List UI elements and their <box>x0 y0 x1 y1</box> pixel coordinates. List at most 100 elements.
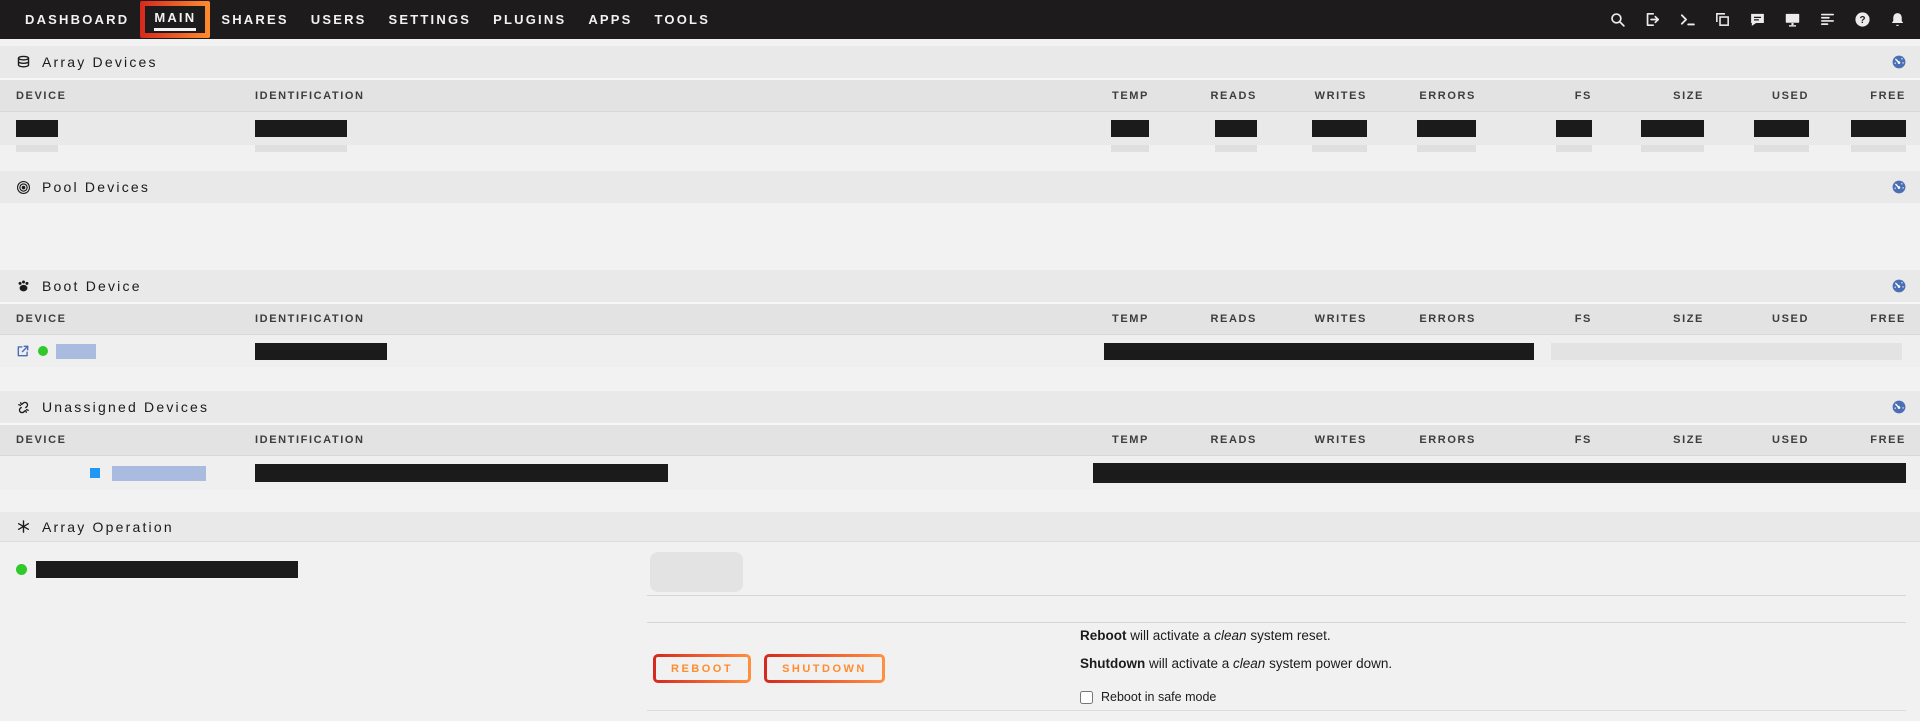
notifications-bell-icon[interactable] <box>1889 11 1906 28</box>
column-header-fs: FS <box>1574 89 1592 102</box>
boot-device-row[interactable] <box>0 335 1920 367</box>
view-toggle-gauge-icon[interactable] <box>1892 279 1906 293</box>
safe-mode-checkbox[interactable] <box>1080 690 1093 704</box>
section-header-array-devices: Array Devices <box>0 46 1920 80</box>
column-header-free: FREE <box>1870 89 1906 102</box>
column-header-writes: WRITES <box>1314 434 1367 446</box>
divider <box>647 622 1906 623</box>
device-marker-blue-square[interactable] <box>90 468 100 478</box>
shutdown-button[interactable]: SHUTDOWN <box>764 654 885 683</box>
clone-windows-icon[interactable] <box>1714 11 1731 28</box>
redacted-temp <box>1111 120 1149 137</box>
redacted-reads <box>1215 145 1257 152</box>
section-title-array-devices: Array Devices <box>16 54 158 70</box>
array-status <box>16 561 298 578</box>
section-header-array-operation: Array Operation <box>0 512 1920 542</box>
section-title-unassigned-devices: Unassigned Devices <box>16 399 209 415</box>
unassigned-device-row[interactable] <box>0 456 1920 490</box>
divider <box>647 710 1906 711</box>
column-header-size: SIZE <box>1673 434 1704 446</box>
column-header-temp: TEMP <box>1112 434 1149 446</box>
redacted-stats <box>1093 463 1906 483</box>
redacted-identification <box>255 120 347 137</box>
section-title-array-operation: Array Operation <box>16 519 174 535</box>
nav-item-shares[interactable]: SHARES <box>221 12 289 27</box>
column-header-device: DEVICE <box>16 313 67 325</box>
column-header-errors: ERRORS <box>1419 313 1476 325</box>
redacted-device-name <box>16 145 58 152</box>
column-header-device: DEVICE <box>16 89 67 102</box>
redacted-writes <box>1312 120 1367 137</box>
shutdown-help-line: Shutdown will activate a clean system po… <box>1080 656 1393 671</box>
search-icon[interactable] <box>1609 11 1626 28</box>
array-operation-content: REBOOT SHUTDOWN Reboot will activate a c… <box>0 542 1920 721</box>
redacted-used <box>1754 145 1809 152</box>
column-header-reads: READS <box>1210 89 1257 102</box>
svg-text:?: ? <box>1859 15 1865 26</box>
view-toggle-gauge-icon[interactable] <box>1892 400 1906 414</box>
array-device-row[interactable] <box>0 112 1920 145</box>
redacted-array-status-text <box>36 561 298 578</box>
section-gap <box>0 367 1920 391</box>
redacted-fs <box>1556 145 1592 152</box>
sign-out-icon[interactable] <box>1644 11 1661 28</box>
redacted-writes <box>1312 145 1367 152</box>
reboot-button[interactable]: REBOOT <box>653 654 751 683</box>
column-header-reads: READS <box>1210 434 1257 446</box>
column-header-free: FREE <box>1870 434 1906 446</box>
external-link-icon[interactable] <box>16 344 30 358</box>
power-buttons: REBOOT SHUTDOWN <box>653 654 885 683</box>
column-header-used: USED <box>1772 89 1809 102</box>
safe-mode-label: Reboot in safe mode <box>1101 690 1217 704</box>
column-header-temp: TEMP <box>1112 89 1149 102</box>
redacted-fs <box>1556 120 1592 137</box>
redacted-free <box>1851 120 1906 137</box>
column-header-size: SIZE <box>1673 89 1704 102</box>
feedback-icon[interactable] <box>1749 11 1766 28</box>
nav-item-settings[interactable]: SETTINGS <box>388 12 472 27</box>
safe-mode-option[interactable]: Reboot in safe mode <box>1080 683 1392 711</box>
usb-flash-icon <box>18 280 29 291</box>
redacted-errors <box>1417 120 1476 137</box>
broken-link-icon <box>18 401 29 413</box>
array-devices-table-header: DEVICE IDENTIFICATION TEMP READS WRITES … <box>0 80 1920 112</box>
terminal-icon[interactable] <box>1679 11 1696 28</box>
redacted-free <box>1851 145 1906 152</box>
redacted-reads <box>1215 120 1257 137</box>
nav-item-tools[interactable]: TOOLS <box>654 12 711 27</box>
column-header-temp: TEMP <box>1112 313 1149 325</box>
column-header-errors: ERRORS <box>1419 89 1476 102</box>
redacted-stats <box>1104 342 1534 360</box>
array-action-button-disabled[interactable] <box>650 552 743 592</box>
remote-display-icon[interactable] <box>1784 11 1801 28</box>
log-icon[interactable] <box>1819 11 1836 28</box>
nav-item-plugins[interactable]: PLUGINS <box>493 12 567 27</box>
redacted-identification <box>255 145 347 152</box>
redacted-size <box>1641 145 1704 152</box>
section-title-pool-devices: Pool Devices <box>16 179 150 195</box>
redacted-errors <box>1417 145 1476 152</box>
column-header-size: SIZE <box>1673 313 1704 325</box>
pool-devices-empty-area <box>0 203 1920 270</box>
column-header-fs: FS <box>1574 434 1592 446</box>
redacted-temp <box>1111 145 1149 152</box>
unassigned-devices-table-header: DEVICE IDENTIFICATION TEMP READS WRITES … <box>0 425 1920 456</box>
nav-item-main-active[interactable]: MAIN <box>140 1 210 38</box>
redacted-size <box>1641 120 1704 137</box>
boot-device-table-header: DEVICE IDENTIFICATION TEMP READS WRITES … <box>0 304 1920 335</box>
column-header-writes: WRITES <box>1314 89 1367 102</box>
help-icon[interactable]: ? <box>1854 11 1871 28</box>
column-header-fs: FS <box>1574 313 1592 325</box>
divider <box>647 595 1906 596</box>
view-toggle-gauge-icon[interactable] <box>1892 55 1906 69</box>
nav-item-dashboard[interactable]: DASHBOARD <box>25 12 130 27</box>
nav-item-users[interactable]: USERS <box>310 12 367 27</box>
nav-item-apps[interactable]: APPS <box>588 12 633 27</box>
power-help-text: Reboot will activate a clean system rese… <box>1080 622 1392 711</box>
view-toggle-gauge-icon[interactable] <box>1892 180 1906 194</box>
redacted-used <box>1754 120 1809 137</box>
array-device-row-secondary[interactable] <box>0 145 1920 171</box>
column-header-identification: IDENTIFICATION <box>255 313 365 325</box>
concentric-circles-icon <box>17 180 30 194</box>
section-gap <box>0 490 1920 512</box>
